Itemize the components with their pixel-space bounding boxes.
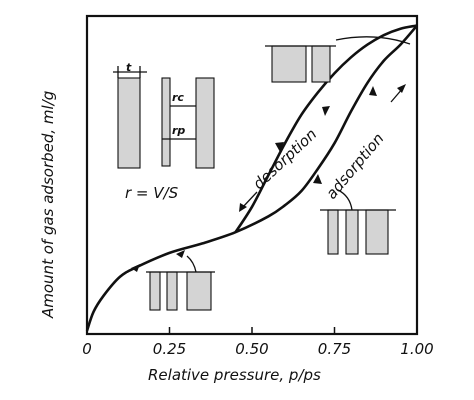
pore-sketch-high bbox=[265, 36, 411, 83]
arrow-adsorption-3 bbox=[313, 174, 322, 184]
x-axis-label: Relative pressure, p/ps bbox=[148, 366, 321, 384]
plot-frame bbox=[85, 14, 419, 336]
y-axis-label: Amount of gas adsorbed, ml/g bbox=[39, 91, 57, 319]
rp-label: rp bbox=[172, 124, 185, 137]
right-pore-wall-1 bbox=[161, 77, 171, 167]
pore-geometry-inset: t rc rp r = V/S bbox=[113, 61, 215, 202]
pore-sketch-low-wall-3 bbox=[186, 271, 212, 311]
pore-sketch-mid-pointer bbox=[337, 189, 353, 211]
pore-sketch-low-wall-1 bbox=[149, 271, 161, 311]
x-tick-label: 0 bbox=[82, 340, 92, 358]
x-tick-label: 0.50 bbox=[235, 340, 268, 358]
arrow-adsorption-4 bbox=[369, 86, 377, 96]
desorption-label: desorption bbox=[249, 125, 320, 193]
curve-arrows bbox=[131, 86, 377, 272]
x-tick-label: 1.00 bbox=[400, 340, 433, 358]
x-tick-label: 0.25 bbox=[153, 340, 186, 358]
pore-sketch-mid-wall-2 bbox=[345, 209, 359, 255]
left-pore-wall bbox=[117, 77, 141, 169]
pore-sketch-low bbox=[146, 255, 215, 311]
pore-sketch-high-wall-2 bbox=[311, 45, 331, 83]
pore-sketch-low-pointer bbox=[186, 255, 197, 273]
arrow-adsorption-1 bbox=[131, 264, 140, 272]
x-ticks: 0 0.25 0.50 0.75 1.00 bbox=[82, 327, 434, 358]
arrow-desorption-1 bbox=[275, 142, 284, 152]
pore-sketch-low-wall-2 bbox=[166, 271, 178, 311]
formula-label: r = V/S bbox=[125, 184, 179, 202]
pore-sketch-mid-wall-3 bbox=[365, 209, 389, 255]
arrow-desorption-2 bbox=[322, 106, 330, 116]
t-label: t bbox=[126, 61, 132, 74]
desorption-direction-head bbox=[239, 203, 247, 212]
right-pore-wall-2 bbox=[195, 77, 215, 169]
adsorption-direction-head bbox=[397, 84, 406, 93]
desorption-direction-line bbox=[241, 191, 258, 209]
arrow-adsorption-2 bbox=[176, 250, 185, 258]
pore-sketch-mid bbox=[320, 189, 396, 255]
adsorption-curve bbox=[85, 24, 418, 332]
pore-sketch-high-pointer bbox=[335, 36, 411, 45]
pore-sketch-mid-wall-1 bbox=[327, 209, 339, 255]
adsorption-label: adsorption bbox=[322, 130, 387, 203]
rc-label: rc bbox=[172, 91, 184, 104]
pore-sketch-high-wall-1 bbox=[271, 45, 307, 83]
x-tick-label: 0.75 bbox=[318, 340, 351, 358]
direction-arrows bbox=[239, 84, 406, 212]
